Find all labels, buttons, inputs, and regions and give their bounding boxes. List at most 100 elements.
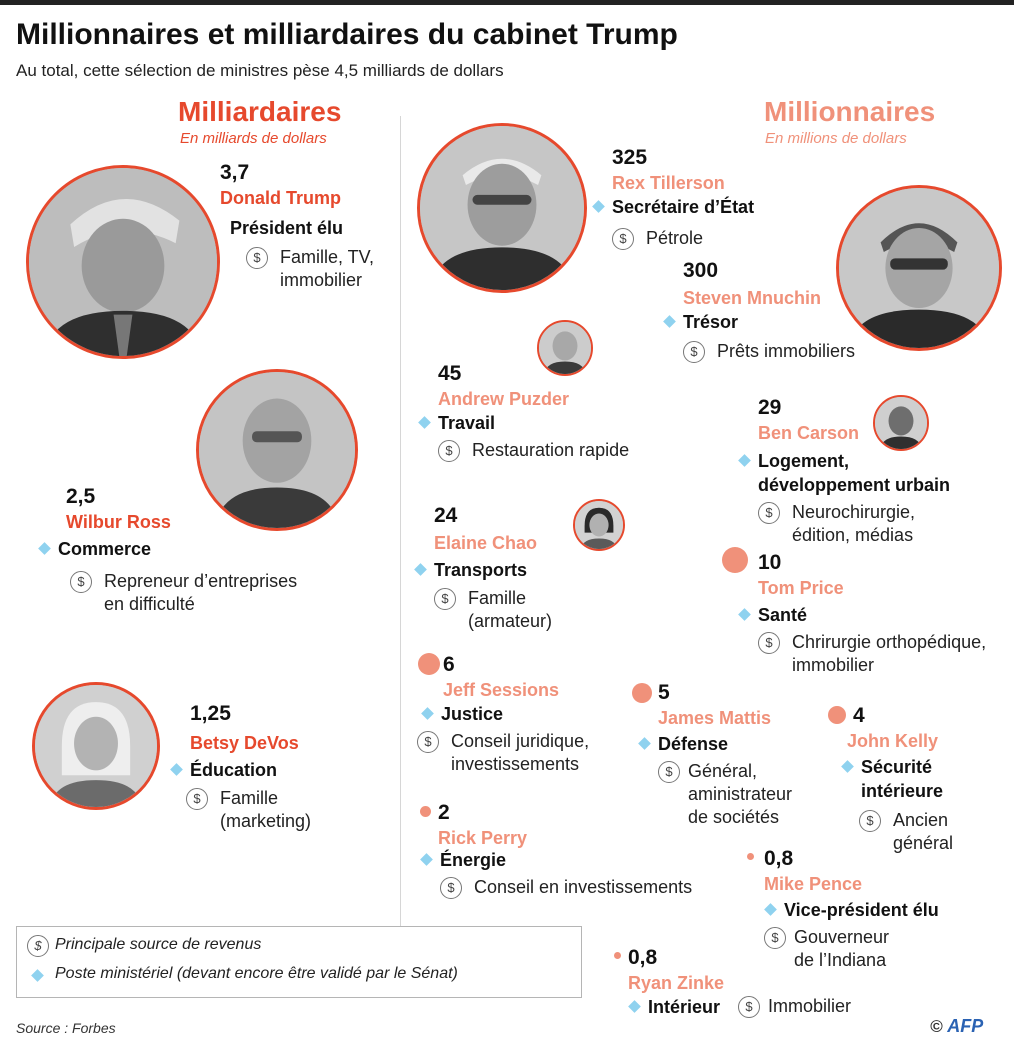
puzder-role-text: Travail <box>438 413 496 433</box>
pence-source-line-2: de l’Indiana <box>794 950 887 970</box>
person-kelly: 4 John Kelly Sécurité intérieure $ Ancie… <box>841 703 953 855</box>
price-source-line-1: Chrirurgie orthopédique, <box>792 632 987 652</box>
kelly-role-line-2: intérieure <box>861 781 944 801</box>
diamond-icon <box>421 707 434 720</box>
pence-amount: 0,8 <box>764 847 794 870</box>
pence-source-line-1: Gouverneur <box>794 927 890 947</box>
mnuchin-role: Trésor <box>663 310 855 334</box>
page-title: Millionnaires et milliardaires du cabine… <box>16 18 678 51</box>
price-source: $ Chrirurgie orthopédique, immobilier <box>758 631 986 677</box>
diamond-icon <box>420 853 433 866</box>
diamond-icon <box>31 969 44 982</box>
sessions-source: $ Conseil juridique, investissements <box>417 730 589 776</box>
diamond-icon <box>170 763 183 776</box>
zinke-source-line-1: Immobilier <box>768 996 852 1016</box>
mattis-role-text: Défense <box>658 734 729 754</box>
dollar-icon: $ <box>186 788 208 810</box>
devos-portrait <box>32 682 160 810</box>
perry-source: $ Conseil en investissements <box>440 876 692 899</box>
carson-source-line-2: édition, médias <box>792 525 914 545</box>
dollar-icon: $ <box>738 996 760 1018</box>
person-mnuchin: 300 Steven Mnuchin Trésor $ Prêts immobi… <box>663 258 855 363</box>
billionaires-unit: En milliards de dollars <box>180 130 327 147</box>
diamond-icon <box>738 608 751 621</box>
devos-name: Betsy DeVos <box>190 733 299 753</box>
footer-copyright: © AFP <box>930 1016 983 1037</box>
chao-role: Transports <box>414 558 552 582</box>
person-ross: 2,5 Wilbur Ross Commerce $ Repreneur d’e… <box>38 484 297 616</box>
perry-amount: 2 <box>438 801 450 824</box>
carson-role-line-1: Logement, <box>758 451 850 471</box>
mattis-name: James Mattis <box>658 708 772 728</box>
mnuchin-source: $ Prêts immobiliers <box>683 340 855 363</box>
chao-role-text: Transports <box>434 560 528 580</box>
devos-source: $ Famille (marketing) <box>186 787 311 833</box>
legend-income-label: Principale source de revenus <box>55 936 262 953</box>
puzder-portrait <box>537 320 593 376</box>
pence-bubble <box>747 853 754 860</box>
carson-source: $ Neurochirurgie, édition, médias <box>758 501 950 547</box>
ross-name: Wilbur Ross <box>66 512 171 532</box>
sessions-source-line-2: investissements <box>451 754 580 774</box>
pence-role-text: Vice-président élu <box>784 900 939 920</box>
zinke-role: Intérieur <box>628 995 721 1019</box>
person-pence: 0,8 Mike Pence Vice-président élu $ Gouv… <box>764 846 939 972</box>
sessions-source-line-1: Conseil juridique, <box>451 731 590 751</box>
dollar-icon: $ <box>417 731 439 753</box>
footer-source: Source : Forbes <box>16 1020 116 1036</box>
diamond-icon <box>418 416 431 429</box>
legend-post: Poste ministériel (devant encore être va… <box>27 965 458 983</box>
dollar-icon: $ <box>859 810 881 832</box>
mattis-role: Défense <box>638 732 792 756</box>
puzder-source: $ Restauration rapide <box>438 439 629 462</box>
carson-source-line-1: Neurochirurgie, <box>792 502 916 522</box>
kelly-role-line-1: Sécurité <box>861 757 933 777</box>
person-zinke: 0,8 Ryan Zinke Intérieur $ Immobilier <box>628 945 851 1021</box>
mattis-source-line-3: de sociétés <box>688 807 780 827</box>
afp-logo: AFP <box>947 1016 984 1036</box>
legend-income: $ Principale source de revenus <box>27 935 262 957</box>
dollar-icon: $ <box>440 877 462 899</box>
chao-source-line-1: Famille <box>468 588 527 608</box>
devos-source-line-2: (marketing) <box>220 811 312 831</box>
dollar-icon: $ <box>434 588 456 610</box>
devos-role: Éducation <box>170 758 311 782</box>
zinke-amount: 0,8 <box>628 946 658 969</box>
diamond-icon <box>764 903 777 916</box>
legend-post-label: Poste ministériel (devant encore être va… <box>55 965 458 982</box>
tillerson-amount: 325 <box>612 146 648 169</box>
mnuchin-role-text: Trésor <box>683 312 739 332</box>
diamond-icon <box>38 542 51 555</box>
puzder-name: Andrew Puzder <box>438 389 570 409</box>
zinke-role-text: Intérieur <box>648 997 721 1017</box>
trump-portrait <box>26 165 220 359</box>
diamond-icon <box>592 200 605 213</box>
column-divider <box>400 116 401 926</box>
carson-role: Logement, développement urbain <box>738 449 950 497</box>
dollar-icon: $ <box>246 247 268 269</box>
price-amount: 10 <box>758 551 782 574</box>
diamond-icon <box>628 1000 641 1013</box>
price-source-line-2: immobilier <box>792 655 875 675</box>
diamond-icon <box>663 315 676 328</box>
dollar-icon: $ <box>683 341 705 363</box>
top-rule <box>0 0 1014 5</box>
tillerson-source: $ Pétrole <box>612 227 754 250</box>
dollar-icon: $ <box>658 761 680 783</box>
dollar-icon: $ <box>764 927 786 949</box>
person-tillerson: 325 Rex Tillerson Secrétaire d’État $ Pé… <box>592 145 754 250</box>
pence-source: $ Gouverneur de l’Indiana <box>764 926 939 972</box>
person-puzder: 45 Andrew Puzder Travail $ Restauration … <box>418 361 629 462</box>
kelly-source-line-1: Ancien <box>893 810 949 830</box>
sessions-role-text: Justice <box>441 704 504 724</box>
chao-name: Elaine Chao <box>434 533 538 553</box>
perry-role: Énergie <box>420 848 692 872</box>
dollar-icon: $ <box>70 571 92 593</box>
mattis-amount: 5 <box>658 681 670 704</box>
carson-portrait <box>873 395 929 451</box>
perry-bubble <box>420 806 431 817</box>
ross-amount: 2,5 <box>66 485 96 508</box>
kelly-role: Sécurité intérieure <box>841 755 953 803</box>
trump-role-text: Président élu <box>230 218 344 238</box>
dollar-icon: $ <box>612 228 634 250</box>
